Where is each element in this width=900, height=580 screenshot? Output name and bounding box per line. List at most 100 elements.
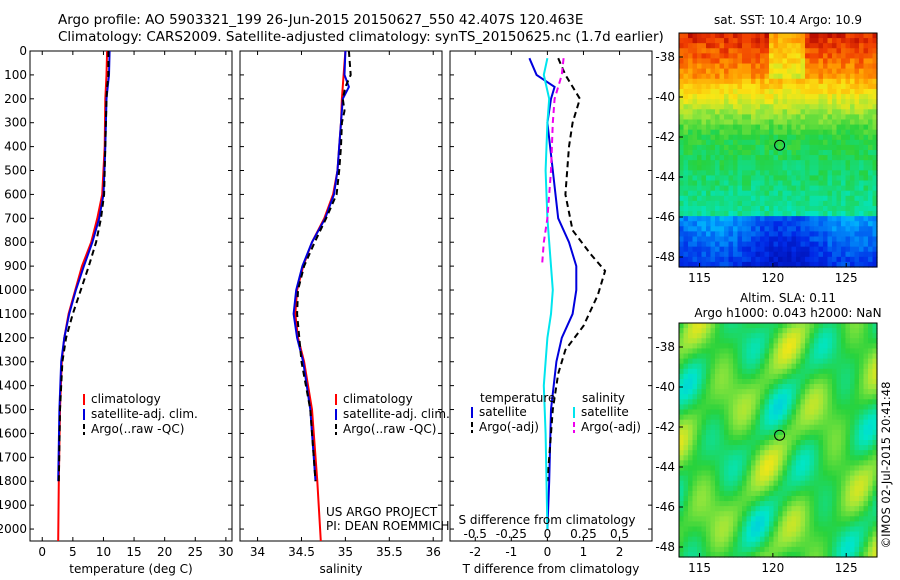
map-cell xyxy=(809,124,815,131)
map-cell xyxy=(782,495,788,502)
map-cell xyxy=(805,261,811,268)
map-cell xyxy=(737,516,743,522)
map-cell xyxy=(773,424,779,431)
map-cell xyxy=(692,124,698,131)
map-cell xyxy=(764,160,770,166)
map-cell xyxy=(832,546,838,553)
map-cell xyxy=(760,343,766,350)
map-cell xyxy=(751,368,757,375)
map-cell xyxy=(760,353,766,360)
map-cell xyxy=(724,124,730,131)
map-cell xyxy=(679,53,685,60)
map-cell xyxy=(769,511,775,517)
map-cell xyxy=(692,323,698,329)
map-cell xyxy=(760,470,766,477)
map-cell xyxy=(818,205,824,212)
map-cell xyxy=(782,338,788,344)
map-cell xyxy=(773,170,779,177)
map-cell xyxy=(854,200,860,207)
map-cell xyxy=(854,445,860,451)
map-cell xyxy=(746,155,752,161)
map-cell xyxy=(751,358,757,365)
map-cell xyxy=(805,419,811,426)
map-cell xyxy=(688,114,694,121)
map-cell xyxy=(791,328,797,334)
map-cell xyxy=(872,541,878,548)
map-cell xyxy=(746,480,752,487)
map-cell xyxy=(715,129,721,136)
map-cell xyxy=(751,434,757,441)
map-cell xyxy=(818,546,824,553)
map-cell xyxy=(751,150,757,156)
map-cell xyxy=(737,246,743,253)
map-cell xyxy=(733,424,739,431)
map-cell xyxy=(764,180,770,187)
map-cell xyxy=(742,399,748,405)
map-cell xyxy=(764,185,770,192)
map-cell xyxy=(728,455,734,461)
map-cell xyxy=(742,384,748,390)
map-cell xyxy=(868,521,874,528)
map-cell xyxy=(688,536,694,543)
map-cell xyxy=(751,200,757,207)
map-cell xyxy=(764,480,770,487)
map-cell xyxy=(683,129,689,136)
map-cell xyxy=(809,373,815,380)
map-cell xyxy=(850,33,856,39)
map-cell xyxy=(863,455,869,461)
map-cell xyxy=(742,546,748,553)
map-cell xyxy=(827,363,833,370)
map-cell xyxy=(859,211,865,217)
map-cell xyxy=(715,256,721,263)
map-cell xyxy=(823,551,829,558)
map-cell xyxy=(688,363,694,370)
map-cell xyxy=(728,368,734,375)
map-cell xyxy=(868,190,874,197)
map-cell xyxy=(841,414,847,421)
map-cell xyxy=(688,495,694,502)
map-cell xyxy=(701,63,707,70)
map-cell xyxy=(697,231,703,238)
map-cell xyxy=(719,216,725,222)
map-cell xyxy=(850,226,856,232)
map-cell xyxy=(854,389,860,395)
map-cell xyxy=(710,165,716,171)
map-cell xyxy=(701,205,707,212)
map-cell xyxy=(733,470,739,477)
map-cell xyxy=(872,48,878,54)
map-cell xyxy=(760,114,766,121)
map-cell xyxy=(796,450,802,456)
map-cell xyxy=(746,246,752,253)
map-cell xyxy=(800,129,806,136)
map-cell xyxy=(706,506,712,512)
map-cell xyxy=(746,226,752,232)
map-cell xyxy=(769,516,775,522)
map-cell xyxy=(728,521,734,528)
map-cell xyxy=(719,226,725,232)
map-cell xyxy=(827,328,833,334)
plot-frame xyxy=(29,50,233,542)
map-cell xyxy=(760,73,766,80)
map-cell xyxy=(769,414,775,421)
map-cell xyxy=(859,546,865,553)
map-cell xyxy=(850,378,856,385)
map-cell xyxy=(769,404,775,411)
map-cell xyxy=(863,460,869,467)
map-cell xyxy=(719,399,725,405)
map-cell xyxy=(679,551,685,558)
map-cell xyxy=(683,490,689,497)
map-cell xyxy=(692,440,698,446)
map-cell xyxy=(773,38,779,44)
map-cell xyxy=(863,251,869,258)
map-cell xyxy=(751,134,757,141)
map-cell xyxy=(679,99,685,105)
map-cell xyxy=(778,541,784,548)
map-cell xyxy=(782,541,788,548)
map-cell xyxy=(724,394,730,400)
map-cell xyxy=(823,73,829,80)
map-cell xyxy=(679,414,685,421)
map-cell xyxy=(719,404,725,411)
figure-title-line2: Climatology: CARS2009. Satellite-adjuste… xyxy=(58,29,664,45)
map-cell xyxy=(764,200,770,207)
map-cell xyxy=(872,419,878,426)
